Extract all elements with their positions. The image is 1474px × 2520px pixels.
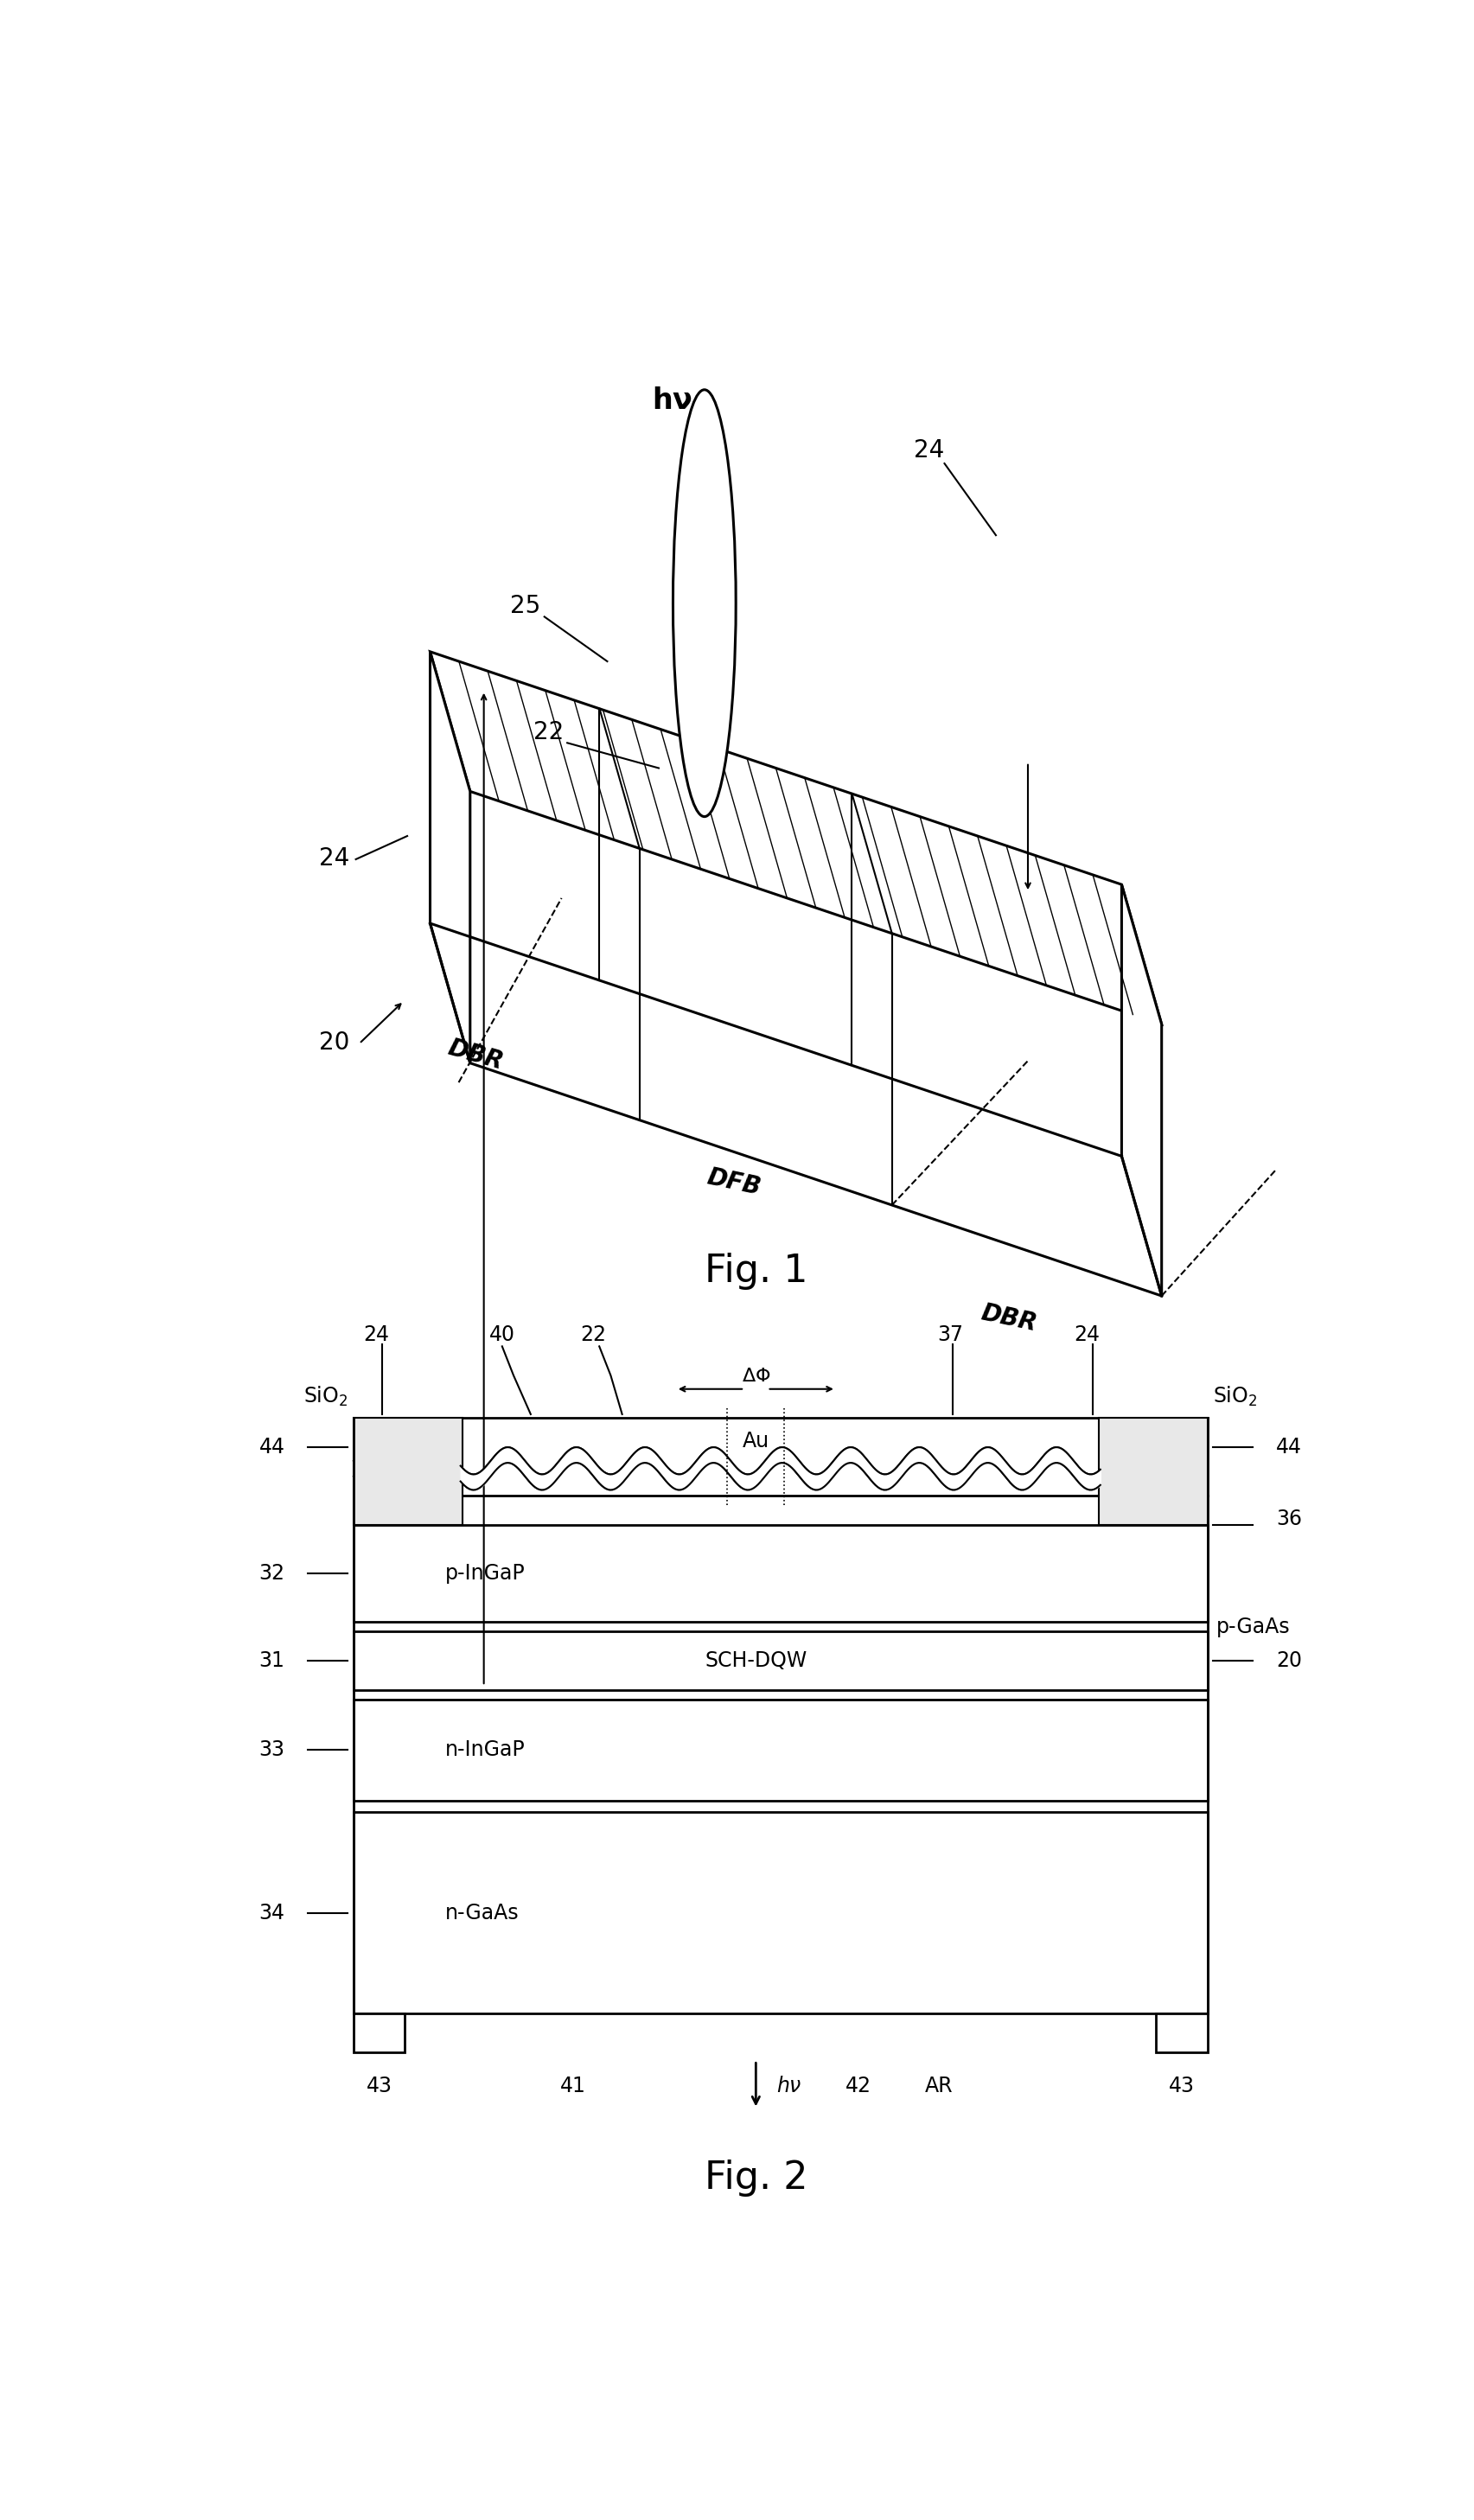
Text: 43: 43 (1167, 2076, 1194, 2097)
Text: 25: 25 (510, 595, 541, 617)
Text: h$\nu$: h$\nu$ (775, 2076, 802, 2097)
Text: n-GaAs: n-GaAs (445, 1903, 519, 1923)
Text: SiO$_2$: SiO$_2$ (304, 1386, 348, 1409)
Text: 40: 40 (489, 1323, 514, 1346)
Bar (354, 1419, 461, 1525)
Text: 44: 44 (1275, 1436, 1302, 1457)
Text: 41: 41 (560, 2076, 585, 2097)
Text: 20: 20 (318, 1031, 349, 1056)
Text: SCH-DQW: SCH-DQW (705, 1651, 806, 1671)
Text: 44: 44 (259, 1436, 284, 1457)
Text: 24: 24 (912, 438, 943, 464)
Text: Fig. 2: Fig. 2 (703, 2160, 808, 2197)
Text: 24: 24 (363, 1323, 389, 1346)
Bar (354, 1812, 1207, 2013)
Bar (354, 1630, 1207, 1691)
Text: 22: 22 (581, 1323, 606, 1346)
Bar (354, 1698, 1207, 1799)
Bar (354, 1419, 1207, 1497)
Text: 42: 42 (845, 2076, 871, 2097)
Bar (354, 1525, 1207, 1623)
Bar (354, 2013, 405, 2054)
Text: DFB: DFB (705, 1164, 762, 1200)
Text: 43: 43 (366, 2076, 392, 2097)
Text: AR: AR (924, 2076, 952, 2097)
Text: 37: 37 (936, 1323, 963, 1346)
Text: 34: 34 (259, 1903, 284, 1923)
Text: 31: 31 (259, 1651, 284, 1671)
Text: SiO$_2$: SiO$_2$ (1212, 1386, 1257, 1409)
Text: DBR: DBR (445, 1036, 506, 1074)
Bar (1156, 2013, 1207, 2054)
Text: 33: 33 (259, 1739, 284, 1761)
Text: 24: 24 (318, 847, 349, 869)
Text: DBR: DBR (979, 1300, 1039, 1336)
Text: $\Delta\Phi$: $\Delta\Phi$ (741, 1368, 769, 1386)
Text: 36: 36 (1275, 1509, 1302, 1530)
Text: Fig. 1: Fig. 1 (703, 1252, 808, 1290)
Text: n-InGaP: n-InGaP (445, 1739, 525, 1761)
Polygon shape (430, 653, 470, 1063)
Text: 20: 20 (1275, 1651, 1302, 1671)
Text: 32: 32 (259, 1562, 284, 1583)
Text: p-InGaP: p-InGaP (445, 1562, 525, 1583)
Text: 22: 22 (532, 721, 563, 743)
Text: 24: 24 (1073, 1323, 1100, 1346)
Text: Au: Au (741, 1431, 769, 1452)
Polygon shape (430, 653, 1162, 1023)
Text: $\bf{h\nu}$: $\bf{h\nu}$ (652, 386, 693, 416)
Text: p-GaAs: p-GaAs (1216, 1615, 1290, 1638)
Polygon shape (1120, 885, 1162, 1295)
Bar (1098, 1419, 1207, 1525)
Ellipse shape (672, 391, 736, 816)
